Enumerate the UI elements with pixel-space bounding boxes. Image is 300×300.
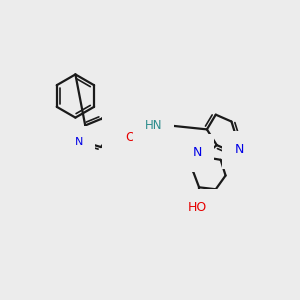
Text: N: N <box>113 127 122 137</box>
Text: N: N <box>192 146 202 159</box>
Text: H: H <box>122 135 130 145</box>
Text: N: N <box>235 143 244 157</box>
Text: HN: HN <box>145 119 163 132</box>
Text: O: O <box>125 131 135 144</box>
Text: N: N <box>75 137 83 147</box>
Text: HO: HO <box>188 201 207 214</box>
